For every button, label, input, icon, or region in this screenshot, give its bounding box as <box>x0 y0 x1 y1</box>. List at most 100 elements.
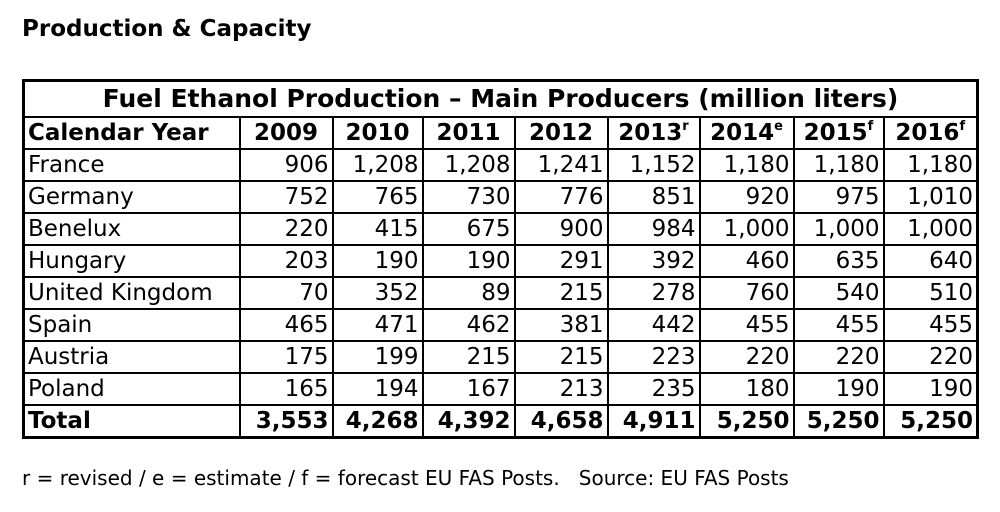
data-cell: 220 <box>238 212 334 246</box>
total-cell: 4,911 <box>606 404 701 439</box>
data-cell: 215 <box>513 276 609 310</box>
data-cell: 455 <box>882 308 979 342</box>
total-cell: 5,250 <box>698 404 795 439</box>
header-note: f <box>867 119 874 134</box>
header-cell: 2015f <box>792 116 885 150</box>
data-cell: 190 <box>882 372 979 406</box>
data-cell: 190 <box>421 244 516 278</box>
data-cell: 190 <box>792 372 885 406</box>
row-label: Austria <box>22 340 241 374</box>
data-cell: 381 <box>513 308 609 342</box>
data-cell: 1,000 <box>698 212 795 246</box>
data-row: Benelux 220 415 675 900 984 1,000 1,000 1,000 <box>22 212 979 246</box>
table-caption: Fuel Ethanol Production – Main Producers… <box>22 79 979 118</box>
row-label: Germany <box>22 180 241 214</box>
data-cell: 213 <box>513 372 609 406</box>
data-cell: 510 <box>882 276 979 310</box>
data-cell: 223 <box>606 340 701 374</box>
data-cell: 1,208 <box>331 148 424 182</box>
data-cell: 975 <box>792 180 885 214</box>
data-cell: 776 <box>513 180 609 214</box>
data-cell: 640 <box>882 244 979 278</box>
data-cell: 1,180 <box>882 148 979 182</box>
data-cell: 1,000 <box>882 212 979 246</box>
data-cell: 180 <box>698 372 795 406</box>
total-cell: 4,268 <box>331 404 424 439</box>
data-cell: 460 <box>698 244 795 278</box>
header-text: 2014 <box>710 120 775 146</box>
data-cell: 89 <box>421 276 516 310</box>
header-cell: 2010 <box>331 116 424 150</box>
data-cell: 1,152 <box>606 148 701 182</box>
data-cell: 1,241 <box>513 148 609 182</box>
data-cell: 471 <box>331 308 424 342</box>
data-cell: 70 <box>238 276 334 310</box>
data-cell: 235 <box>606 372 701 406</box>
data-cell: 920 <box>698 180 795 214</box>
row-label: Benelux <box>22 212 241 246</box>
data-cell: 220 <box>698 340 795 374</box>
header-cell: 2016f <box>882 116 979 150</box>
row-label: United Kingdom <box>22 276 241 310</box>
row-label: Hungary <box>22 244 241 278</box>
data-cell: 190 <box>331 244 424 278</box>
header-cell: 2013r <box>606 116 701 150</box>
header-note: f <box>959 119 966 134</box>
header-cell: Calendar Year <box>22 116 241 150</box>
data-cell: 752 <box>238 180 334 214</box>
total-cell: 5,250 <box>792 404 885 439</box>
header-cell: 2009 <box>238 116 334 150</box>
data-cell: 291 <box>513 244 609 278</box>
data-cell: 1,180 <box>792 148 885 182</box>
data-cell: 1,180 <box>698 148 795 182</box>
data-row: France 906 1,208 1,208 1,241 1,152 1,180 1,180 1… <box>22 148 979 182</box>
row-label: Total <box>22 404 241 439</box>
data-cell: 199 <box>331 340 424 374</box>
data-cell: 203 <box>238 244 334 278</box>
total-cell: 4,658 <box>513 404 609 439</box>
data-cell: 984 <box>606 212 701 246</box>
footnote: r = revised / e = estimate / f = forecas… <box>22 466 789 490</box>
header-note: e <box>774 119 783 134</box>
data-cell: 455 <box>698 308 795 342</box>
data-row: United Kingdom 70 352 89 215 278 760 540 510 <box>22 276 979 310</box>
data-cell: 175 <box>238 340 334 374</box>
data-row: Austria 175 199 215 215 223 220 220 220 <box>22 340 979 374</box>
header-text: 2013 <box>618 120 683 146</box>
data-cell: 215 <box>513 340 609 374</box>
data-cell: 167 <box>421 372 516 406</box>
data-cell: 220 <box>792 340 885 374</box>
data-cell: 442 <box>606 308 701 342</box>
data-cell: 540 <box>792 276 885 310</box>
data-cell: 352 <box>331 276 424 310</box>
data-cell: 730 <box>421 180 516 214</box>
data-row: Hungary 203 190 190 291 392 460 635 640 <box>22 244 979 278</box>
production-table: Fuel Ethanol Production – Main Producers… <box>22 79 980 439</box>
data-cell: 1,000 <box>792 212 885 246</box>
data-cell: 906 <box>238 148 334 182</box>
data-cell: 760 <box>698 276 795 310</box>
total-cell: 5,250 <box>882 404 979 439</box>
data-cell: 635 <box>792 244 885 278</box>
total-row: Total 3,553 4,268 4,392 4,658 4,911 5,250 5,250… <box>22 404 979 439</box>
data-cell: 415 <box>331 212 424 246</box>
header-text: 2016 <box>895 120 960 146</box>
data-cell: 462 <box>421 308 516 342</box>
total-cell: 3,553 <box>238 404 334 439</box>
header-text: 2015 <box>803 120 868 146</box>
caption-row: Fuel Ethanol Production – Main Producers… <box>22 79 979 118</box>
data-cell: 900 <box>513 212 609 246</box>
data-row: Germany 752 765 730 776 851 920 975 1,010 <box>22 180 979 214</box>
data-cell: 851 <box>606 180 701 214</box>
data-cell: 1,010 <box>882 180 979 214</box>
row-label: France <box>22 148 241 182</box>
data-cell: 194 <box>331 372 424 406</box>
data-cell: 215 <box>421 340 516 374</box>
data-row: Poland 165 194 167 213 235 180 190 190 <box>22 372 979 406</box>
data-cell: 392 <box>606 244 701 278</box>
row-label: Spain <box>22 308 241 342</box>
row-label: Poland <box>22 372 241 406</box>
header-cell: 2014e <box>698 116 795 150</box>
header-cell: 2012 <box>513 116 609 150</box>
